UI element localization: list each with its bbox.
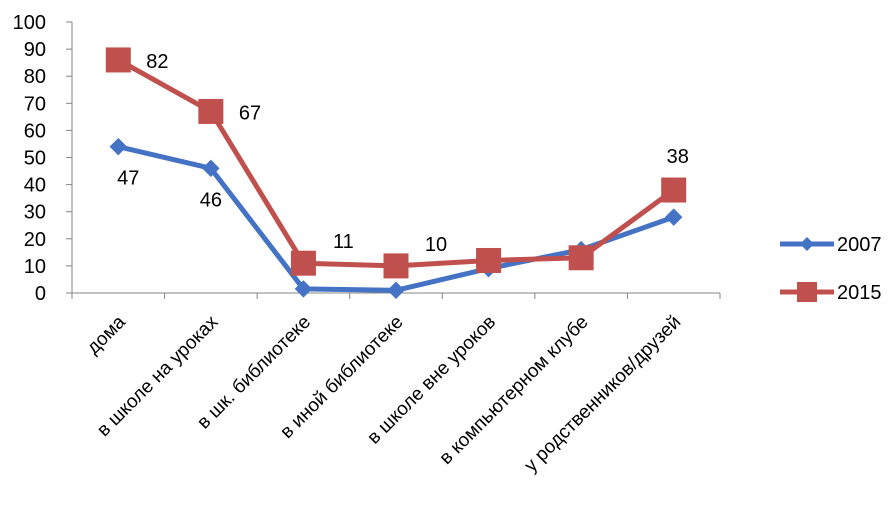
data-label: 38 [667,146,689,168]
series-2015-point [383,253,409,279]
series-2015-point [105,47,131,73]
y-tick-label: 60 [24,120,46,142]
legend-label: 2015 [837,282,882,304]
series-2015-point [476,247,502,273]
y-tick-label: 0 [35,283,46,305]
y-tick-label: 100 [13,12,46,34]
legend-label: 2007 [837,234,882,256]
y-tick-label: 40 [24,175,46,197]
data-label: 67 [239,102,261,124]
y-tick-label: 30 [24,202,46,224]
legend-marker [800,237,814,251]
series-2015-point [661,177,687,203]
y-tick-label: 50 [24,148,46,170]
series-2015-point [568,245,594,271]
y-tick-label: 70 [24,93,46,115]
y-tick-label: 20 [24,229,46,251]
x-category-label: у родственников/друзей [521,312,686,477]
series-2007-point [109,137,127,156]
chart-series [105,47,687,299]
series-2007-point [665,208,683,226]
series-2007-point [294,280,313,298]
y-tick-label: 10 [24,256,46,278]
data-label: 82 [146,51,168,73]
data-label: 11 [333,231,354,253]
legend-marker [797,282,817,302]
series-2007-point [387,281,405,299]
chart-legend: 2007 2015 [780,234,882,304]
data-label: 10 [425,234,447,256]
y-axis-ticks: 0 10 20 30 40 50 60 70 80 90 100 [13,12,72,305]
series-2007-point [202,159,220,178]
data-label: 46 [200,189,222,211]
data-labels: 47 46 82 67 11 10 38 [117,51,689,256]
y-tick-label: 80 [24,66,46,88]
x-category-label: дома [83,311,130,358]
series-2015-line [115,57,677,269]
series-2015-point [198,98,224,124]
y-tick-label: 90 [24,39,46,61]
series-2015-point [290,250,316,276]
x-category-label: в компьютерном клубе [436,312,593,469]
data-label: 47 [117,168,139,190]
